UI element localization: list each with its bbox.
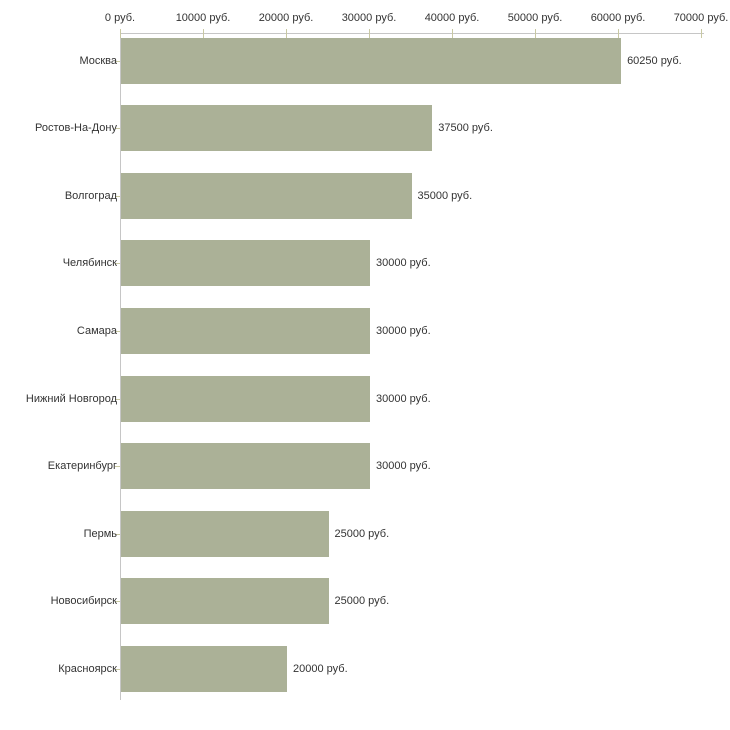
- y-tick: [115, 263, 120, 265]
- category-label: Красноярск: [58, 662, 117, 675]
- x-tick-label: 50000 руб.: [507, 12, 563, 24]
- y-tick: [115, 60, 120, 62]
- category-label: Новосибирск: [50, 595, 117, 608]
- y-tick: [115, 128, 120, 130]
- bar: [121, 645, 287, 692]
- bar: [121, 37, 622, 84]
- category-label: Нижний Новгород: [25, 392, 117, 405]
- bar: [121, 172, 412, 219]
- x-tick: [203, 29, 204, 38]
- y-tick: [115, 330, 120, 332]
- y-tick: [115, 466, 120, 468]
- x-tick-label: 30000 руб.: [341, 12, 397, 24]
- y-tick: [115, 601, 120, 603]
- value-label: 30000 руб.: [376, 324, 431, 337]
- value-label: 35000 руб.: [417, 189, 473, 202]
- category-label: Ростов-На-Дону: [34, 122, 117, 135]
- category-label: Волгоград: [64, 189, 117, 202]
- y-tick: [115, 533, 120, 535]
- category-label: Москва: [79, 54, 117, 67]
- value-label: 30000 руб.: [376, 257, 431, 270]
- x-tick: [452, 29, 453, 38]
- bar: [121, 240, 370, 287]
- x-tick-label: 60000 руб.: [590, 12, 646, 24]
- value-label: 25000 руб.: [334, 527, 390, 540]
- bar: [121, 307, 370, 354]
- bar: [121, 375, 370, 422]
- value-label: 30000 руб.: [376, 460, 431, 473]
- x-axis-line: [120, 33, 704, 34]
- category-label: Самара: [76, 324, 117, 337]
- x-tick: [701, 29, 702, 38]
- x-tick-label: 0 руб.: [104, 12, 136, 24]
- category-label: Челябинск: [62, 257, 117, 270]
- y-tick: [115, 668, 120, 670]
- x-tick: [120, 29, 121, 38]
- value-label: 60250 руб.: [627, 54, 682, 67]
- category-label: Екатеринбург: [47, 460, 117, 473]
- x-tick: [618, 29, 619, 38]
- value-label: 25000 руб.: [334, 595, 390, 608]
- x-tick: [535, 29, 536, 38]
- bar: [121, 510, 329, 557]
- bar: [121, 443, 370, 490]
- x-tick: [369, 29, 370, 38]
- value-label: 30000 руб.: [376, 392, 431, 405]
- x-tick-label: 70000 руб.: [673, 12, 729, 24]
- y-tick: [115, 195, 120, 197]
- y-axis-line: [120, 33, 121, 700]
- bar: [121, 578, 329, 625]
- category-label: Пермь: [83, 527, 117, 540]
- value-label: 37500 руб.: [438, 122, 493, 135]
- x-tick-label: 10000 руб.: [175, 12, 231, 24]
- bar: [121, 105, 433, 152]
- x-tick: [286, 29, 287, 38]
- y-tick: [115, 398, 120, 400]
- x-tick-label: 40000 руб.: [424, 12, 480, 24]
- value-label: 20000 руб.: [293, 662, 348, 675]
- x-tick-label: 20000 руб.: [258, 12, 314, 24]
